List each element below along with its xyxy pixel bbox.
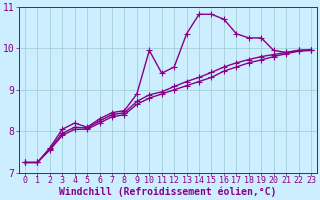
- X-axis label: Windchill (Refroidissement éolien,°C): Windchill (Refroidissement éolien,°C): [59, 187, 277, 197]
